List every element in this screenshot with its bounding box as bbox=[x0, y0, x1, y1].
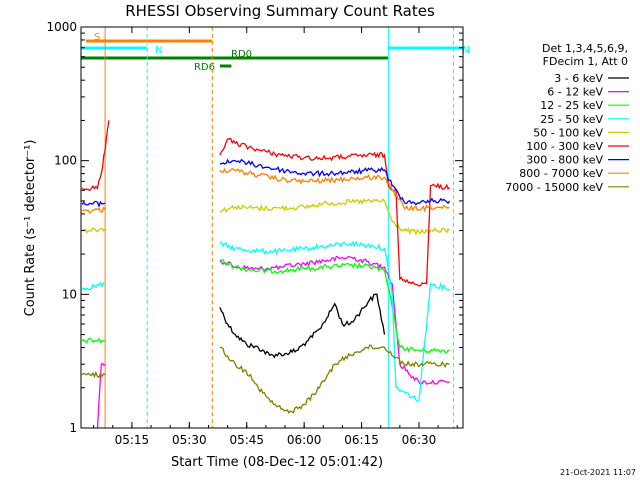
x-tick-label-4: 06:15 bbox=[344, 433, 379, 447]
flag-label-s-0: S bbox=[94, 32, 100, 43]
flag-label-rd0-3: RD0 bbox=[231, 49, 252, 60]
flag-label-n-1: N bbox=[155, 45, 162, 56]
series-line-5 bbox=[81, 120, 451, 287]
axis-ticks: 05:15 05:30 05:45 06:00 06:15 06:30 1 10 100 1000 bbox=[46, 20, 463, 447]
legend-label-0: 3 - 6 keV bbox=[554, 72, 603, 85]
legend-header-line-1: FDecim 1, Att 0 bbox=[543, 55, 628, 68]
chart-title: RHESSI Observing Summary Count Rates bbox=[125, 2, 435, 20]
legend-label-6: 300 - 800 keV bbox=[526, 154, 603, 167]
x-tick-label-3: 06:00 bbox=[287, 433, 322, 447]
series-line-3 bbox=[81, 240, 451, 403]
legend-label-1: 6 - 12 keV bbox=[547, 86, 603, 99]
series-lines bbox=[81, 120, 451, 428]
series-line-7 bbox=[81, 167, 450, 214]
legend: Det 1,3,4,5,6,9,FDecim 1, Att 0 3 - 6 keV… bbox=[505, 42, 629, 194]
x-tick-label-1: 05:30 bbox=[172, 433, 207, 447]
legend-label-2: 12 - 25 keV bbox=[540, 99, 603, 112]
legend-label-7: 800 - 7000 keV bbox=[519, 167, 603, 180]
legend-header-line-0: Det 1,3,4,5,6,9, bbox=[542, 42, 628, 55]
legend-label-4: 50 - 100 keV bbox=[533, 126, 603, 139]
y-tick-label-1: 10 bbox=[62, 287, 77, 301]
legend-label-3: 25 - 50 keV bbox=[540, 113, 603, 126]
x-tick-label-0: 05:15 bbox=[115, 433, 150, 447]
y-tick-label-3: 1000 bbox=[46, 20, 77, 34]
series-line-0 bbox=[219, 293, 386, 359]
timestamp-label: 21-Oct-2021 11:07 bbox=[560, 468, 636, 477]
series-line-2 bbox=[81, 258, 450, 354]
x-tick-label-5: 06:30 bbox=[402, 433, 437, 447]
x-axis-label: Start Time (08-Dec-12 05:01:42) bbox=[171, 455, 383, 470]
y-tick-label-0: 1 bbox=[69, 421, 77, 435]
series-line-4 bbox=[81, 198, 451, 236]
segment-lines bbox=[104, 27, 454, 428]
x-tick-label-2: 05:45 bbox=[229, 433, 264, 447]
y-axis-label: Count Rate (s⁻¹ detector⁻¹) bbox=[23, 140, 38, 317]
series-line-8 bbox=[81, 344, 450, 414]
flag-label-n-2: N bbox=[462, 45, 469, 56]
legend-label-5: 100 - 300 keV bbox=[526, 140, 603, 153]
flag-label-rd6-4: RD6 bbox=[194, 62, 215, 73]
series-line-1 bbox=[96, 255, 450, 428]
y-tick-label-2: 100 bbox=[54, 154, 77, 168]
series-line-6 bbox=[81, 158, 451, 208]
legend-label-8: 7000 - 15000 keV bbox=[505, 181, 603, 194]
plot-frame bbox=[80, 26, 464, 429]
observing-flags: S N N RD0 RD6 bbox=[81, 32, 470, 73]
